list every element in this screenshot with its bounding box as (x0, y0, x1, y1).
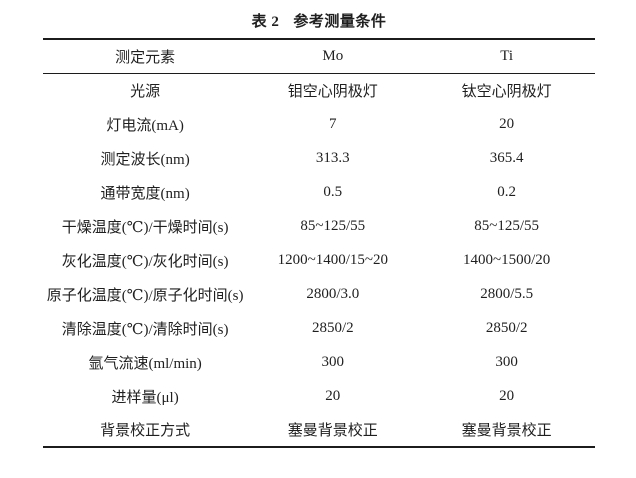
ti-value: 85~125/55 (474, 217, 540, 234)
row-label: 通带宽度(nm) (100, 185, 190, 202)
ti-value: 2850/2 (485, 319, 528, 336)
table-row: 清除温度(℃)/清除时间(s) 2850/2 2850/2 (43, 311, 595, 345)
ti-value: 20 (499, 115, 515, 132)
table-caption: 表 2 参考测量条件 (43, 10, 595, 31)
mo-value: 塞曼背景校正 (287, 423, 378, 439)
row-label: 背景校正方式 (100, 423, 191, 439)
ti-value: 1400~1500/20 (463, 251, 551, 268)
ti-value: 0.2 (497, 183, 517, 200)
table-row: 测定波长(nm) 313.3 365.4 (43, 141, 595, 175)
ti-value: 2800/5.5 (480, 285, 534, 302)
row-label: 清除温度(℃)/清除时间(s) (61, 321, 229, 338)
row-label: 光源 (130, 83, 161, 100)
measurement-conditions-table: 测定元素 Mo Ti 光源 钼空心阴极灯 钛空心阴极灯 灯电流(mA) 7 20… (43, 38, 595, 448)
ti-value: 20 (499, 387, 515, 404)
mo-value: 300 (321, 353, 345, 370)
ti-value: 钛空心阴极灯 (461, 83, 552, 100)
row-label: 干燥温度(℃)/干燥时间(s) (61, 219, 229, 236)
table-row: 进样量(μl) 20 20 (43, 379, 595, 413)
row-label: 氩气流速(ml/min) (88, 355, 202, 372)
row-label: 灰化温度(℃)/灰化时间(s) (61, 253, 229, 270)
mo-value: 85~125/55 (300, 217, 366, 234)
row-label: 进样量(μl) (111, 389, 179, 406)
mo-value: 钼空心阴极灯 (287, 83, 378, 100)
mo-value: 20 (325, 387, 341, 404)
row-label: 测定波长(nm) (100, 151, 190, 168)
mo-value: 2800/3.0 (306, 285, 360, 302)
header-row: 测定元素 Mo Ti (43, 39, 595, 73)
ti-value: 365.4 (489, 149, 524, 166)
table-caption-text: 参考测量条件 (293, 14, 387, 30)
ti-value: 塞曼背景校正 (461, 423, 552, 439)
mo-value: 0.5 (323, 183, 343, 200)
table-row: 灯电流(mA) 7 20 (43, 107, 595, 141)
mo-value: 313.3 (315, 149, 350, 166)
table-number: 表 2 (251, 14, 280, 30)
table-row: 氩气流速(ml/min) 300 300 (43, 345, 595, 379)
table-row: 通带宽度(nm) 0.5 0.2 (43, 175, 595, 209)
row-label: 灯电流(mA) (106, 117, 184, 134)
row-label: 原子化温度(℃)/原子化时间(s) (46, 287, 244, 304)
ti-value: 300 (495, 353, 518, 370)
mo-value: 1200~1400/15~20 (277, 251, 388, 268)
header-ti: Ti (500, 47, 514, 64)
header-mo: Mo (322, 47, 344, 64)
mo-value: 2850/2 (311, 319, 354, 336)
table-row: 背景校正方式 塞曼背景校正 塞曼背景校正 (43, 413, 595, 447)
table-row: 干燥温度(℃)/干燥时间(s) 85~125/55 85~125/55 (43, 209, 595, 243)
table-row: 光源 钼空心阴极灯 钛空心阴极灯 (43, 73, 595, 107)
header-element: 测定元素 (115, 49, 176, 66)
mo-value: 7 (329, 115, 337, 132)
table-row: 灰化温度(℃)/灰化时间(s) 1200~1400/15~20 1400~150… (43, 243, 595, 277)
table-row: 原子化温度(℃)/原子化时间(s) 2800/3.0 2800/5.5 (43, 277, 595, 311)
